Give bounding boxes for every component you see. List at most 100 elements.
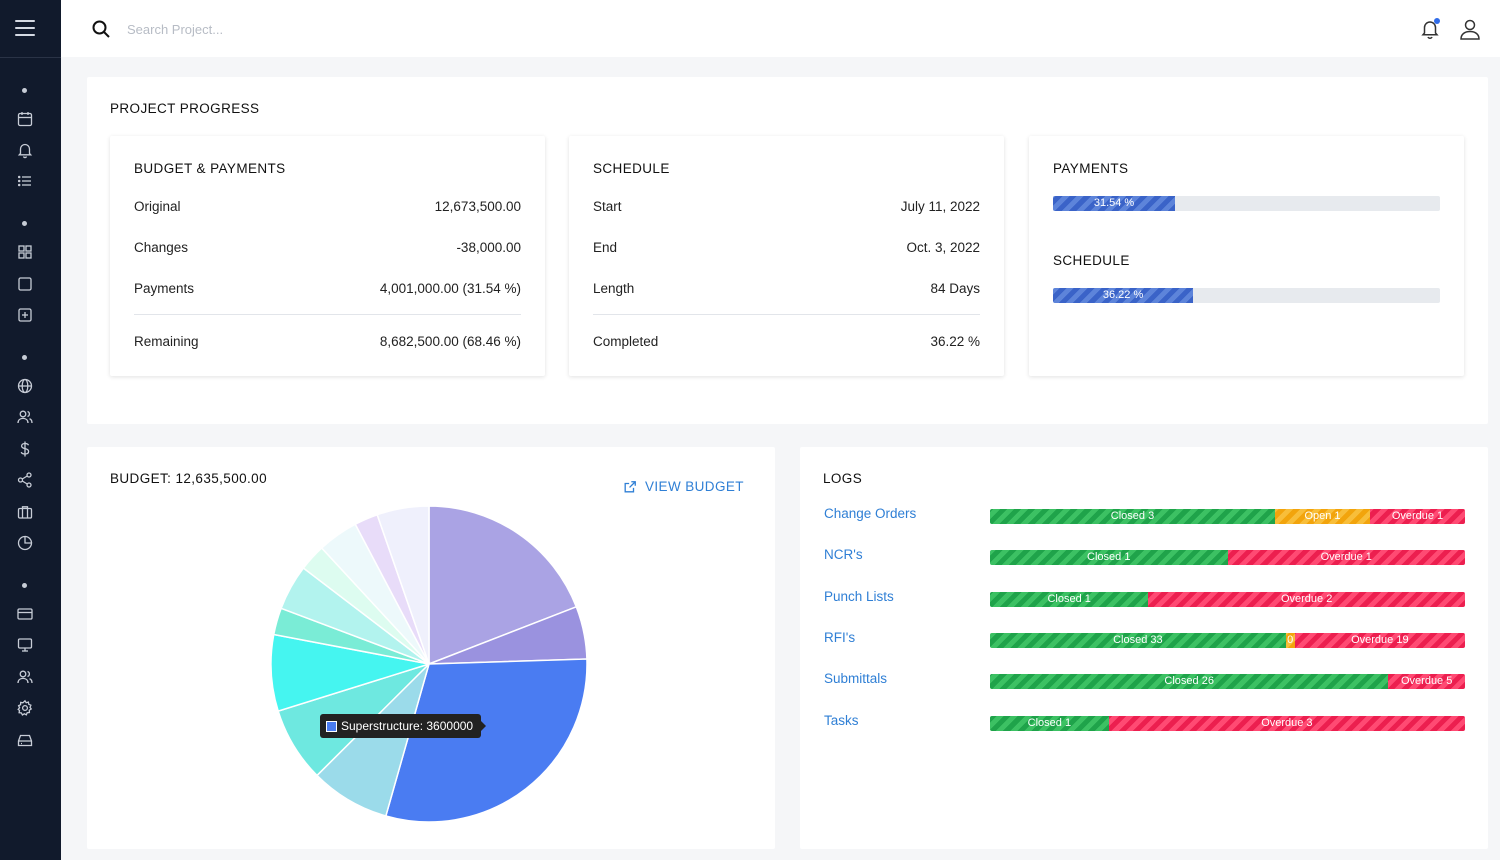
project-progress-title: PROJECT PROGRESS (110, 101, 260, 116)
section-dot (22, 221, 27, 226)
schedule-card: SCHEDULE Start July 11, 2022 End Oct. 3, 2… (569, 136, 1004, 376)
log-status-bar: Closed 1 Overdue 3 (990, 715, 1465, 731)
sidebar (0, 0, 61, 860)
log-status-bar: Closed 1 Overdue 2 (990, 591, 1465, 607)
log-row: NCR's Closed 1 Overdue 1 (824, 547, 1465, 567)
row-label: Remaining (134, 334, 199, 349)
log-segment-closed: Closed 33 (990, 632, 1286, 648)
row-value: 4,001,000.00 (31.54 %) (379, 281, 521, 296)
row-value: July 11, 2022 (900, 199, 980, 214)
logs-card: LOGS Change Orders Closed 3 Open 1 Overdue … (800, 447, 1488, 849)
schedule-row: End Oct. 3, 2022 (593, 240, 980, 255)
tooltip-text: Superstructure: 3600000 (341, 719, 474, 733)
globe-icon[interactable] (16, 377, 34, 395)
progress-bars-card: PAYMENTS 31.54 % SCHEDULE 36.22 % (1029, 136, 1464, 376)
row-value: 84 Days (930, 281, 980, 296)
budget-title: BUDGET: 12,635,500.00 (110, 471, 267, 486)
top-bar (61, 0, 1500, 57)
row-value: 8,682,500.00 (68.46 %) (379, 334, 521, 349)
view-budget-label: VIEW BUDGET (645, 479, 744, 494)
completed-row: Completed 36.22 % (593, 334, 980, 349)
log-row: RFI's Closed 33 0 Overdue 19 (824, 630, 1465, 650)
row-label: Length (593, 281, 635, 296)
plus-square-icon[interactable] (16, 306, 34, 324)
bell-icon[interactable] (16, 141, 34, 159)
log-segment-overdue: Overdue 3 (1108, 715, 1465, 731)
log-row: Tasks Closed 1 Overdue 3 (824, 713, 1465, 733)
schedule-row: Length 84 Days (593, 281, 980, 296)
credit-card-icon[interactable] (16, 605, 34, 623)
payments-progress-bar: 31.54 % (1053, 196, 1440, 211)
schedule-row: Start July 11, 2022 (593, 199, 980, 214)
log-row: Change Orders Closed 3 Open 1 Overdue 1 (824, 506, 1465, 526)
pie-slice[interactable] (376, 505, 430, 665)
menu-icon[interactable] (15, 20, 35, 38)
row-value: 12,673,500.00 (434, 199, 521, 214)
schedule-progress-fill: 36.22 % (1053, 288, 1194, 303)
row-label: Start (593, 199, 622, 214)
budget-row: Changes -38,000.00 (134, 240, 521, 255)
pie-chart-icon[interactable] (16, 534, 34, 552)
inbox-icon[interactable] (16, 731, 34, 749)
log-row-link[interactable]: Change Orders (824, 506, 917, 521)
log-row-link[interactable]: NCR's (824, 547, 863, 563)
section-dot (22, 88, 27, 93)
row-value: -38,000.00 (456, 240, 521, 255)
gear-icon[interactable] (16, 699, 34, 717)
log-segment-closed: Closed 1 (990, 550, 1228, 566)
pie-slice[interactable] (384, 658, 588, 823)
share-icon[interactable] (16, 471, 34, 489)
team-icon[interactable] (16, 668, 34, 686)
log-segment-open: 0 (1285, 632, 1295, 648)
list-icon[interactable] (16, 172, 34, 190)
payments-progress-fill: 31.54 % (1053, 196, 1176, 211)
row-label: Changes (134, 240, 189, 255)
pie-slice[interactable] (428, 505, 578, 666)
row-value: 36.22 % (930, 334, 980, 349)
schedule-title: SCHEDULE (593, 161, 670, 176)
search-input[interactable] (127, 18, 427, 40)
log-segment-open: Open 1 (1275, 509, 1370, 524)
budget-row: Original 12,673,500.00 (134, 199, 521, 214)
view-budget-link[interactable]: VIEW BUDGET (623, 479, 744, 494)
log-row-link[interactable]: Tasks (824, 712, 859, 728)
briefcase-icon[interactable] (16, 503, 34, 521)
budget-row: Payments 4,001,000.00 (31.54 %) (134, 281, 521, 296)
row-label: Completed (593, 334, 659, 349)
notification-bell-icon[interactable] (1420, 18, 1440, 40)
log-segment-closed: Closed 1 (990, 591, 1149, 607)
payments-bar-title: PAYMENTS (1053, 161, 1129, 176)
search-icon[interactable] (91, 19, 111, 39)
pie-tooltip: Superstructure: 3600000 (320, 714, 487, 738)
log-status-bar: Closed 3 Open 1 Overdue 1 (990, 509, 1465, 524)
log-segment-overdue: Overdue 1 (1370, 509, 1465, 524)
log-row-link[interactable]: Submittals (824, 671, 888, 687)
section-dot (22, 583, 27, 588)
log-segment-overdue: Overdue 1 (1227, 550, 1465, 566)
user-profile-icon[interactable] (1458, 17, 1482, 41)
log-segment-overdue: Overdue 5 (1388, 674, 1465, 690)
log-row-link[interactable]: Punch Lists (824, 588, 894, 604)
log-status-bar: Closed 1 Overdue 1 (990, 550, 1465, 566)
monitor-icon[interactable] (16, 636, 34, 654)
divider (134, 314, 521, 315)
budget-payments-card: BUDGET & PAYMENTS Original 12,673,500.00 … (110, 136, 545, 376)
square-icon[interactable] (16, 275, 34, 293)
dollar-icon[interactable] (16, 440, 34, 458)
project-progress-card: PROJECT PROGRESS BUDGET & PAYMENTS Origi… (87, 77, 1488, 424)
schedule-bar-title: SCHEDULE (1053, 253, 1130, 268)
log-segment-closed: Closed 3 (990, 509, 1275, 524)
log-status-bar: Closed 33 0 Overdue 19 (990, 632, 1465, 648)
users-icon[interactable] (16, 408, 34, 426)
log-row-link[interactable]: RFI's (824, 629, 856, 645)
grid-icon[interactable] (16, 243, 34, 261)
calendar-icon[interactable] (16, 110, 34, 128)
sidebar-divider (0, 57, 61, 58)
divider (593, 314, 980, 315)
logs-title: LOGS (823, 471, 863, 486)
schedule-progress-bar: 36.22 % (1053, 288, 1440, 303)
row-label: Payments (134, 281, 195, 296)
log-segment-closed: Closed 1 (990, 715, 1109, 731)
log-segment-closed: Closed 26 (990, 674, 1389, 690)
budget-pie-chart (270, 505, 588, 823)
